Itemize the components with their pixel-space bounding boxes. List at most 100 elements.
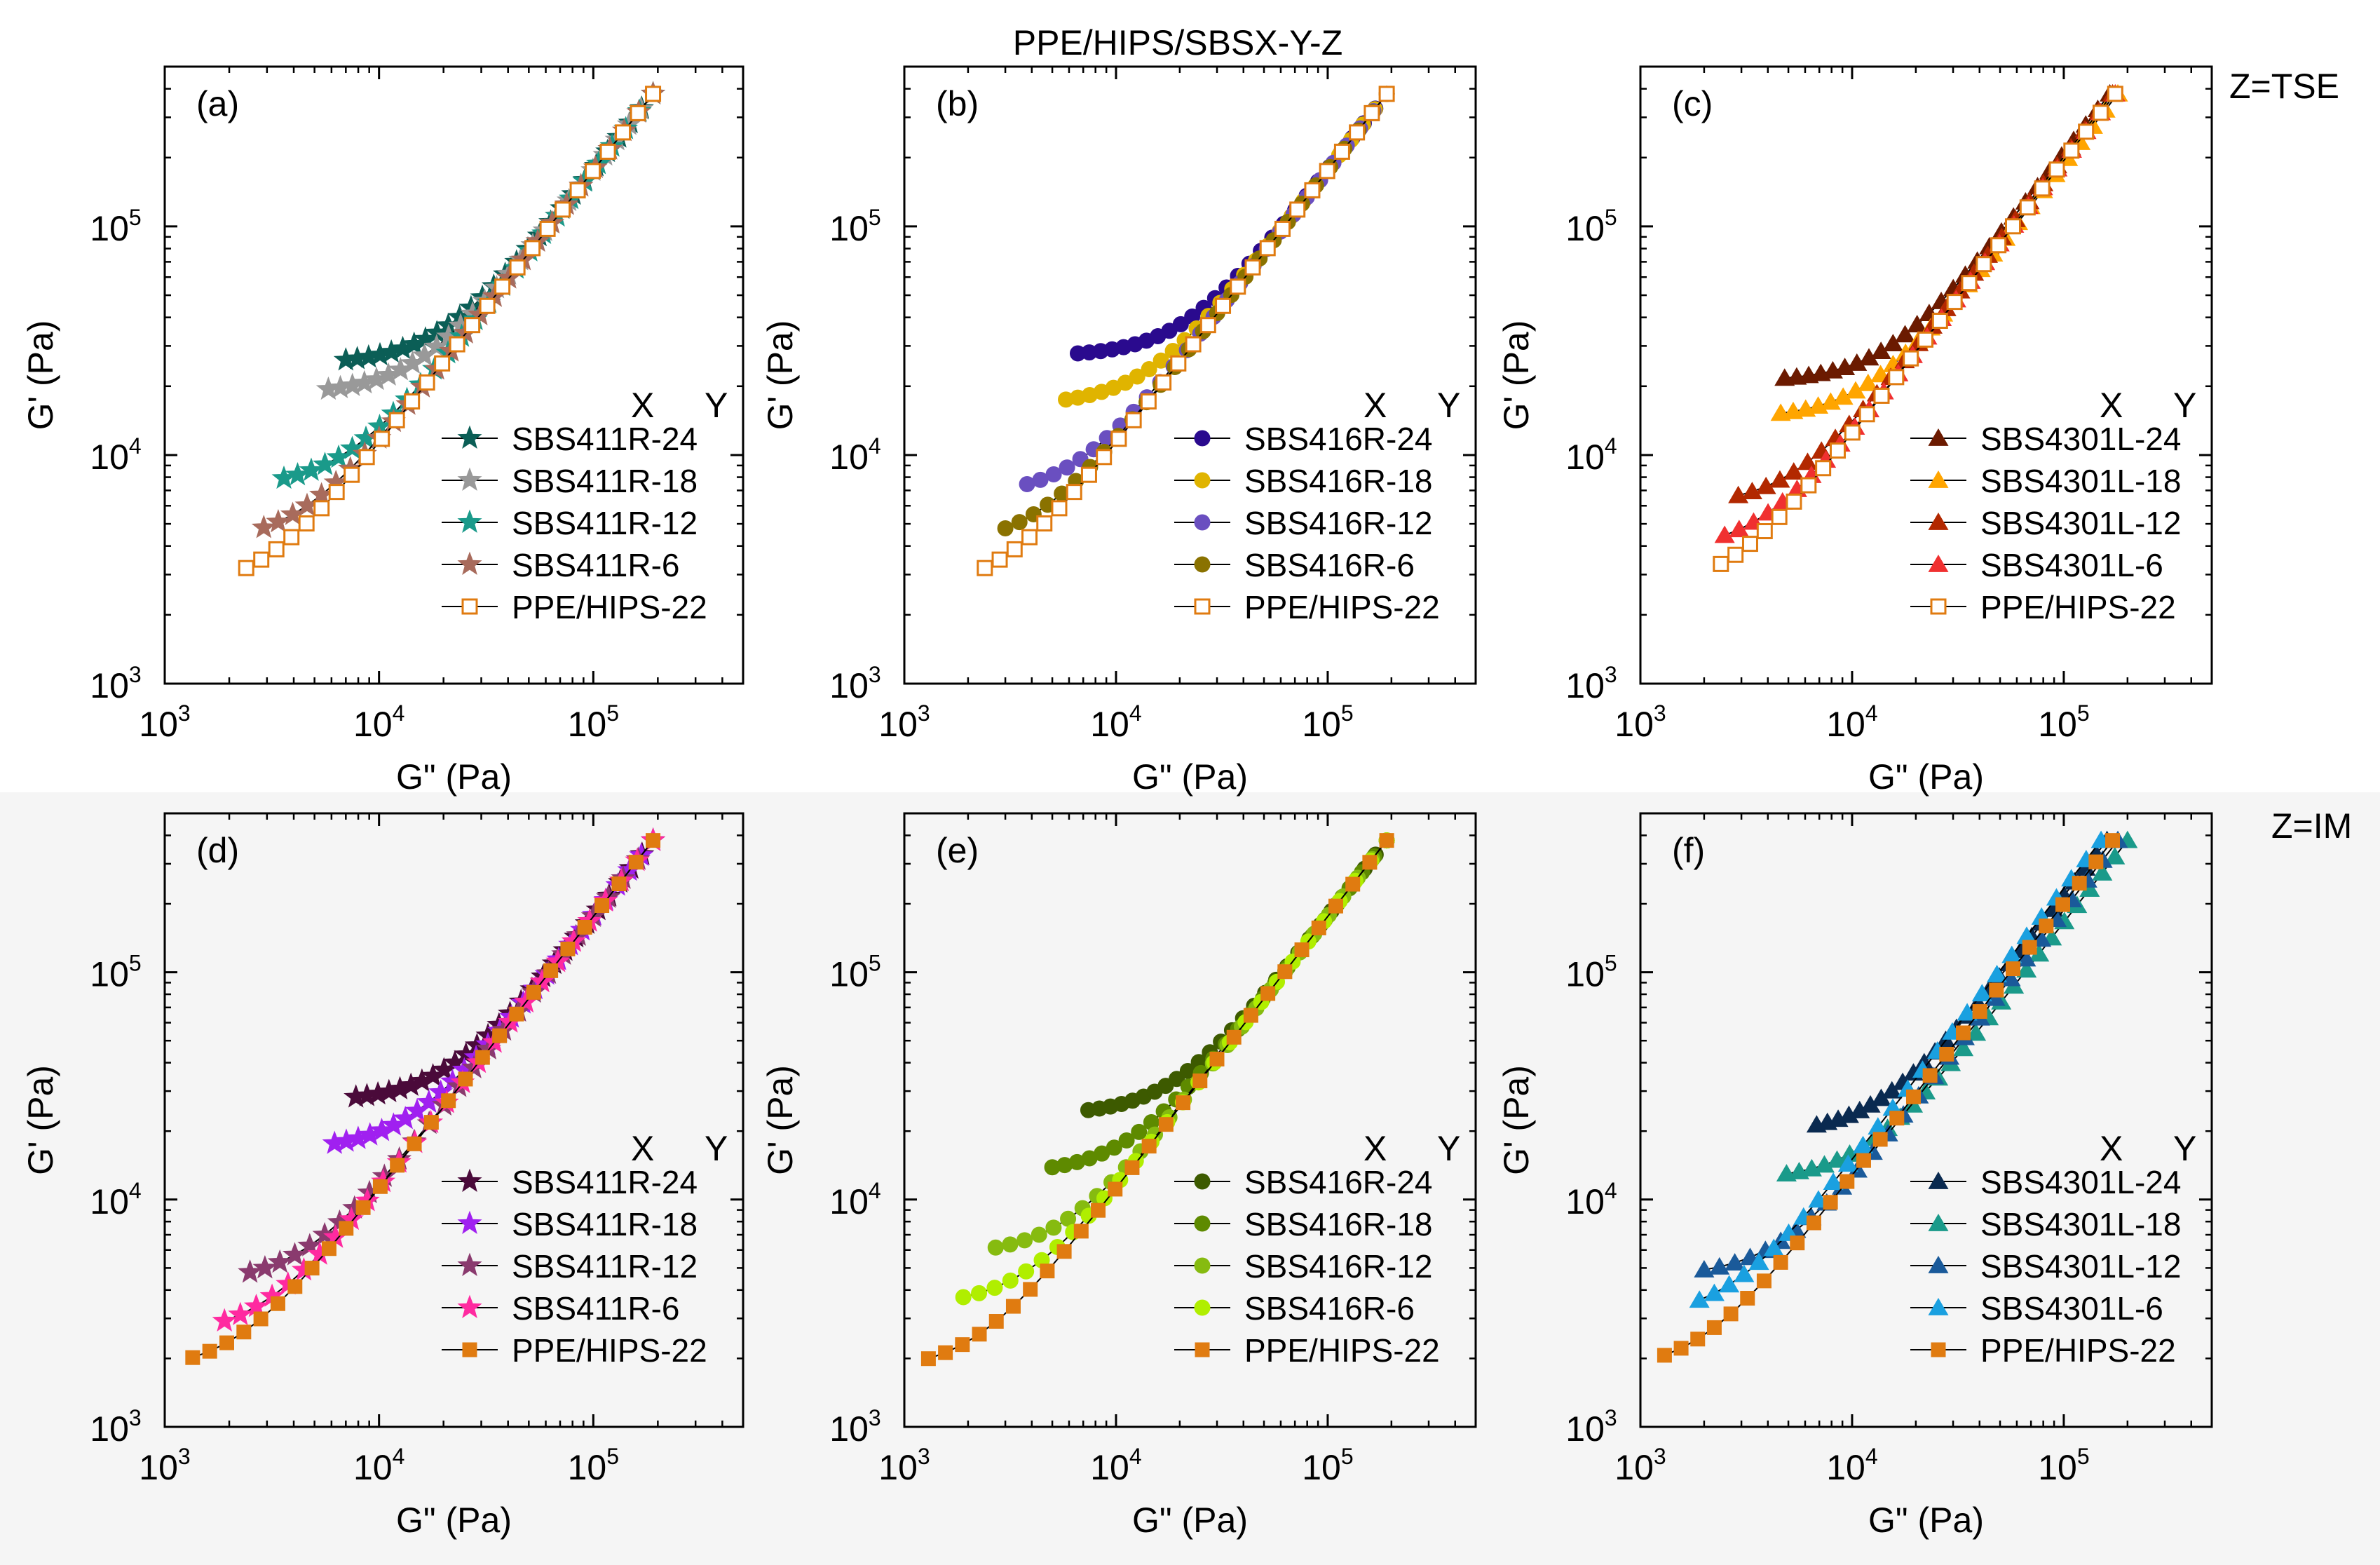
legend-entry: PPE/HIPS-22 <box>1244 589 1440 625</box>
legend-entry: SBS416R-6 <box>1244 1290 1415 1327</box>
data-point <box>2048 161 2065 178</box>
legend-marker <box>457 509 482 533</box>
data-point <box>271 465 297 489</box>
data-point <box>1141 360 1157 377</box>
legend-marker <box>1928 1214 1949 1231</box>
legend-header-y: Y <box>2173 386 2196 425</box>
data-point <box>1931 313 1948 330</box>
row-label-im: Z=IM <box>2271 806 2352 846</box>
data-point <box>1124 1160 1140 1175</box>
x-tick-label: 104 <box>353 700 404 744</box>
data-point <box>938 1345 953 1360</box>
data-point <box>1723 1306 1739 1322</box>
x-axis-label: G" (Pa) <box>396 1500 512 1540</box>
data-point <box>1953 1038 1974 1057</box>
y-tick-label: 103 <box>90 662 141 705</box>
data-point <box>458 1071 473 1087</box>
series-ppe-hips-22 <box>1713 86 2123 572</box>
x-tick-label: 105 <box>568 700 619 744</box>
data-point <box>1727 546 1744 563</box>
data-point <box>1741 482 1762 500</box>
legend-marker <box>461 598 478 615</box>
panel-label: (c) <box>1672 84 1713 123</box>
data-point <box>1005 1299 1021 1314</box>
data-point <box>1108 1181 1123 1197</box>
data-point <box>1966 1023 1987 1041</box>
data-point <box>1771 508 1788 525</box>
data-point <box>1170 355 1187 372</box>
legend-entry: PPE/HIPS-22 <box>1244 1332 1440 1369</box>
data-point <box>1073 1224 1089 1239</box>
data-point <box>185 1350 200 1365</box>
series-line <box>1784 93 2111 379</box>
legend-entry: PPE/HIPS-22 <box>512 589 707 625</box>
series-ppe-hips-22 <box>238 86 662 576</box>
data-point <box>920 1351 936 1367</box>
legend-marker <box>457 1210 482 1234</box>
data-point <box>1016 1232 1033 1249</box>
legend-entry: SBS416R-18 <box>1244 463 1433 499</box>
data-point <box>1797 452 1818 470</box>
data-point <box>1006 541 1023 557</box>
data-point <box>1036 515 1053 531</box>
data-point <box>1976 256 1992 273</box>
data-point <box>1199 317 1216 334</box>
data-point <box>1185 336 1202 353</box>
data-point <box>1939 1046 1954 1062</box>
legend-marker <box>1928 1256 1949 1273</box>
data-point <box>1319 163 1335 179</box>
data-point <box>1882 334 1903 352</box>
series-line <box>192 839 654 1359</box>
legend-header-x: X <box>631 1129 654 1168</box>
data-point <box>1277 964 1293 980</box>
data-point <box>1729 520 1750 538</box>
data-point <box>1856 1153 1871 1168</box>
data-point <box>358 449 375 466</box>
plot-frame <box>163 812 744 1428</box>
data-point <box>1888 369 1905 386</box>
legend-marker <box>457 1252 482 1276</box>
data-point <box>1756 523 1773 540</box>
data-point <box>283 1242 308 1266</box>
data-point <box>1328 898 1343 914</box>
legend-header-x: X <box>2100 1129 2123 1168</box>
data-point <box>1091 1202 1106 1218</box>
data-point <box>2034 180 2051 197</box>
data-point <box>986 1280 1003 1296</box>
y-axis-label: G' (Pa) <box>21 1065 60 1175</box>
data-point <box>1853 1135 1874 1153</box>
data-point <box>2004 218 2021 235</box>
panel-label: (f) <box>1672 831 1705 870</box>
data-point <box>1837 1154 1858 1172</box>
data-point <box>1243 1008 1258 1023</box>
data-point <box>1289 201 1306 218</box>
data-point <box>2092 104 2109 121</box>
figure-title: PPE/HIPS/SBSX-Y-Z <box>1013 23 1343 62</box>
x-axis-label: G" (Pa) <box>1868 757 1984 797</box>
series-sbs4301l-24 <box>1774 83 2121 386</box>
data-point <box>374 431 390 447</box>
series-ppe-hips-22 <box>977 86 1395 576</box>
data-point <box>1673 1341 1689 1356</box>
data-point <box>492 1028 508 1043</box>
data-point <box>1378 86 1395 102</box>
data-point <box>449 336 465 353</box>
data-point <box>251 515 276 538</box>
y-axis-label: G' (Pa) <box>761 1065 800 1175</box>
data-point <box>1844 424 1861 441</box>
data-point <box>1294 942 1310 958</box>
y-tick-label: 105 <box>829 205 880 248</box>
data-point <box>1011 514 1028 531</box>
x-axis-label: G" (Pa) <box>396 757 512 797</box>
data-point <box>555 201 571 218</box>
data-point <box>1059 459 1075 476</box>
data-point <box>441 1093 456 1109</box>
legend-entry: SBS416R-18 <box>1244 1206 1433 1242</box>
legend-entry: SBS411R-18 <box>512 1206 698 1242</box>
data-point <box>2104 846 2126 865</box>
data-point <box>1106 1139 1122 1156</box>
legend-entry: SBS4301L-6 <box>1980 547 2163 583</box>
data-point <box>2019 199 2036 216</box>
